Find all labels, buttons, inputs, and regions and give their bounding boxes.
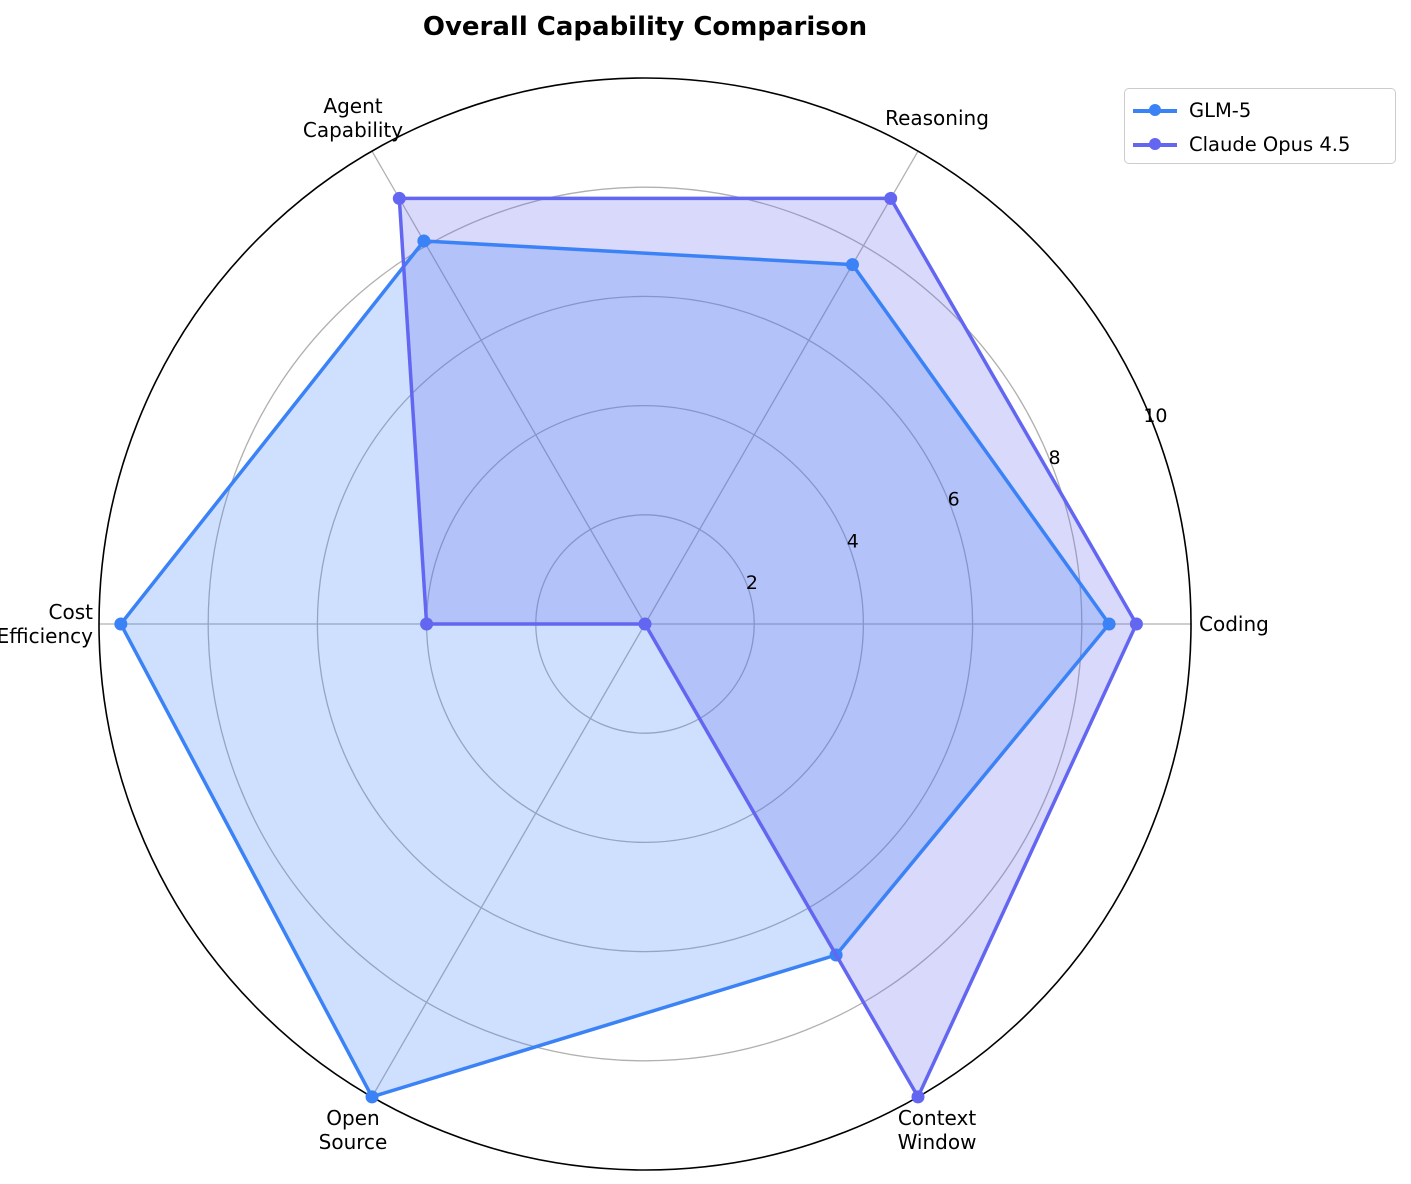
- axis-label: Cost: [49, 600, 94, 624]
- data-point: [420, 617, 434, 631]
- legend-item-claude: Claude Opus 4.5: [1133, 131, 1350, 157]
- legend: GLM-5 Claude Opus 4.5: [1124, 88, 1396, 164]
- data-point: [1102, 617, 1116, 631]
- legend-label-glm5: GLM-5: [1189, 98, 1252, 122]
- grid-spoke: [644, 150, 919, 625]
- data-point: [365, 1090, 379, 1104]
- legend-marker-glm5: [1149, 104, 1161, 116]
- chart-title: Overall Capability Comparison: [422, 12, 868, 42]
- legend-marker-claude: [1149, 138, 1161, 150]
- radial-tick-label: 6: [948, 489, 960, 511]
- radial-tick-label: 2: [746, 572, 758, 594]
- grid-spoke: [371, 623, 646, 1098]
- data-point: [911, 1090, 925, 1104]
- axis-label: Context: [898, 1106, 977, 1130]
- axis-label: Efficiency: [0, 624, 93, 648]
- legend-label-claude: Claude Opus 4.5: [1189, 132, 1351, 156]
- series-fill-1: [399, 198, 1137, 1097]
- data-point: [1129, 617, 1143, 631]
- series-fill-0: [120, 241, 1110, 1097]
- grid-spoke: [371, 150, 646, 625]
- series-layer: [114, 191, 1143, 1104]
- axis-label: Coding: [1199, 612, 1269, 636]
- legend-item-glm5: GLM-5: [1133, 97, 1251, 123]
- axis-label: Capability: [303, 118, 403, 142]
- legend-swatch-claude: [1133, 134, 1177, 154]
- data-point: [392, 191, 406, 205]
- data-point: [417, 234, 431, 248]
- data-point: [114, 617, 128, 631]
- axis-label: Agent: [323, 94, 382, 118]
- radial-tick-label: 8: [1049, 447, 1061, 469]
- legend-swatch-glm5: [1133, 100, 1177, 120]
- axis-label: Source: [319, 1130, 388, 1154]
- data-point: [884, 191, 898, 205]
- radial-tick-label: 10: [1143, 405, 1167, 427]
- axis-label: Reasoning: [885, 106, 989, 130]
- radial-tick-label: 4: [847, 530, 859, 552]
- data-point: [638, 617, 652, 631]
- axis-label: Window: [898, 1130, 977, 1154]
- data-point: [845, 258, 859, 272]
- outer-frame: [98, 77, 1192, 1171]
- axis-label: Open: [326, 1106, 379, 1130]
